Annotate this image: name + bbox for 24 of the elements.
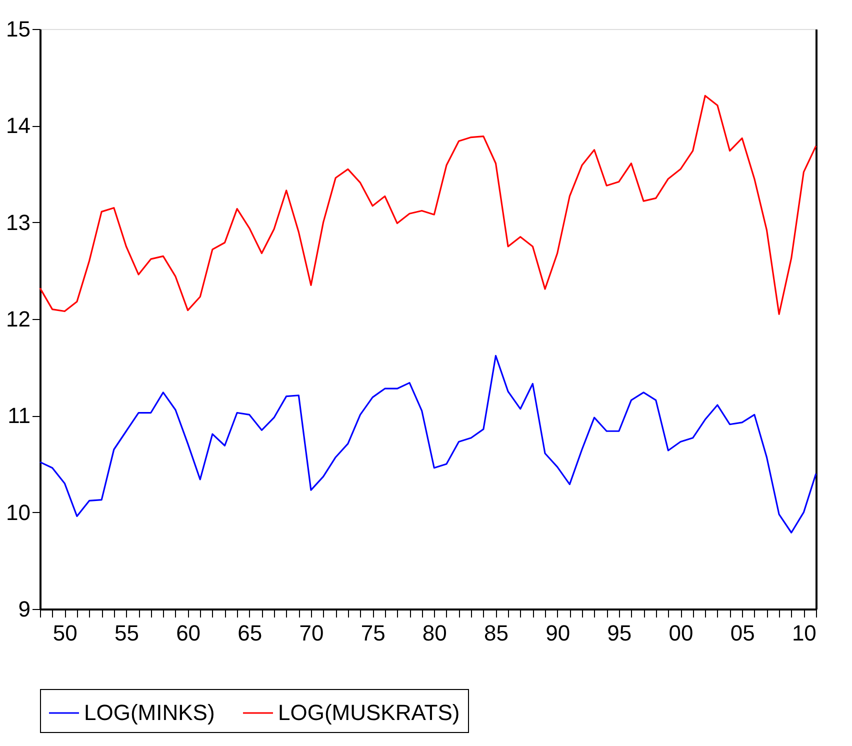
x-tick-label: 05 [730,620,755,646]
x-tick-label: 95 [607,620,632,646]
y-tick-label: 14 [6,113,30,138]
x-tick-label: 60 [176,620,201,646]
x-tick-label: 75 [360,620,386,646]
x-tick-label: 55 [114,620,139,646]
x-tick-label: 00 [668,620,694,646]
legend-label: LOG(MUSKRATS) [278,700,460,725]
x-tick-label: 85 [484,620,508,646]
y-tick-label: 13 [6,210,30,235]
y-tick-label: 10 [6,500,30,525]
line-series [39,354,817,534]
line-series [39,94,817,315]
y-tick-label: 12 [6,306,30,332]
x-tick-label: 80 [422,620,447,646]
y-tick-label: 11 [8,403,30,428]
legend-label: LOG(MINKS) [84,700,215,725]
x-tick-label: 50 [52,620,78,646]
x-tick-label: 90 [546,620,570,646]
x-tick-label: 70 [299,620,324,646]
x-tick-label: 10 [792,620,816,646]
x-tick-label: 65 [238,620,262,646]
y-tick-label: 15 [6,16,30,42]
y-tick-label: 9 [18,596,30,622]
